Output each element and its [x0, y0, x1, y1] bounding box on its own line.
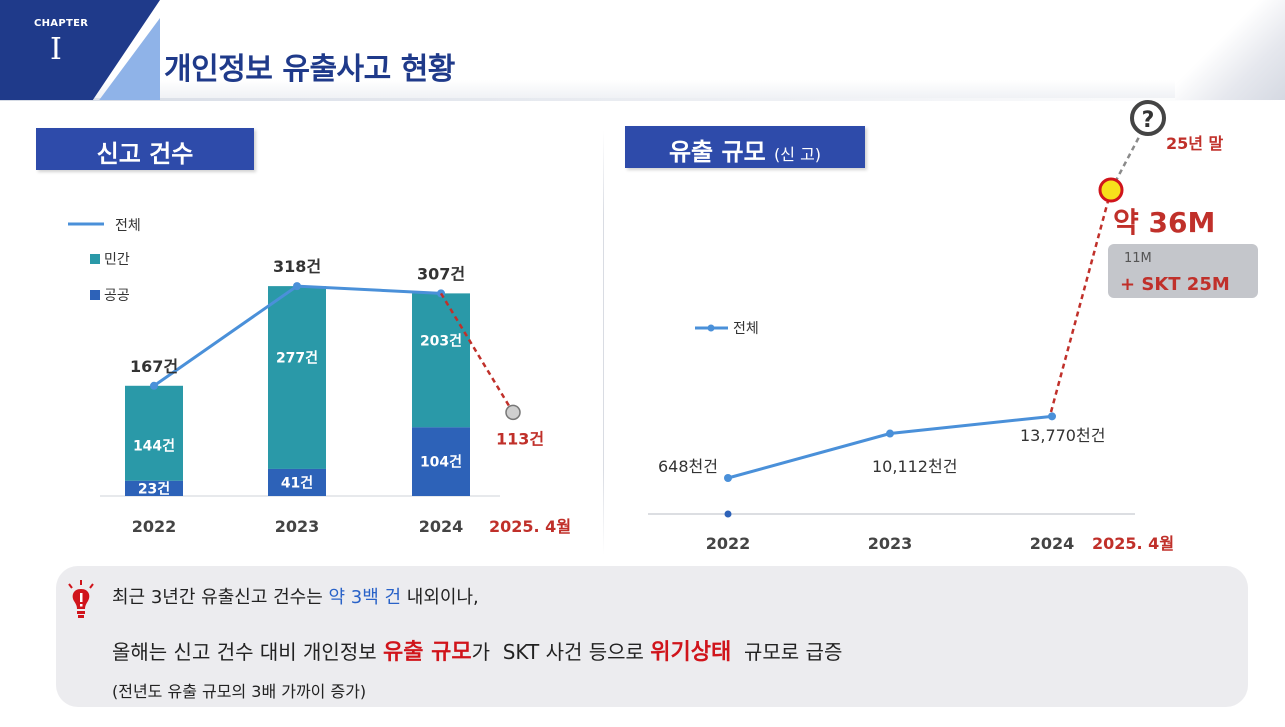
x-tick-2022: 2022 [132, 517, 177, 536]
callout-line-1-a: 최근 3년간 유출신고 건수는 [112, 587, 329, 608]
leak-point-2023 [886, 429, 894, 438]
legend-point-swatch-right [707, 324, 715, 332]
axis-origin-point [724, 510, 732, 518]
callout-highlight-count: 약 3백 건 [328, 587, 402, 608]
callout-line-1-c: 내외이나, [401, 587, 479, 608]
x-tick-2024: 2024 [419, 517, 464, 536]
callout-line-2-c: 가 SKT 사건 등으로 [471, 640, 651, 664]
bar-public-2022 [125, 480, 183, 496]
summary-callout [56, 566, 1248, 707]
x-tick-2023: 2023 [275, 517, 320, 536]
x-tick-2025: 2025. 4월 [489, 517, 571, 536]
left-section-label: 신고 건수 [36, 128, 254, 170]
bar-private-2022 [125, 385, 183, 481]
x-tick-right-2023: 2023 [868, 534, 913, 553]
projection-note-line2: + SKT 25M [1120, 274, 1230, 295]
chapter-tab [0, 0, 160, 100]
callout-highlight-crisis: 위기상태 [650, 640, 732, 665]
bar-label-private-2022: 144건 [133, 437, 175, 454]
bar-label-public-2024: 104건 [420, 454, 462, 471]
leak-projection-point [1098, 177, 1124, 203]
x-tick-right-2022: 2022 [706, 534, 751, 553]
callout-line-1: 최근 3년간 유출신고 건수는 약 3백 건 내외이나, [112, 583, 479, 609]
legend-label-private: 민간 [104, 252, 130, 268]
leak-label-2023: 10,112천건 [872, 457, 957, 476]
right-chart: 전체 648천건 10,112천건 13,770천건 ? 25년 말 약 36M… [648, 100, 1258, 553]
left-section-label-text: 신고 건수 [96, 140, 194, 168]
header-rule [0, 98, 1285, 101]
total-point-2023 [293, 282, 301, 291]
left-chart: 전체 민간 공공 144건 23건 277건 41건 203건 104건 167… [68, 218, 571, 536]
bar-private-2024 [412, 293, 470, 428]
total-point-2022 [150, 381, 158, 390]
bar-label-public-2023: 41건 [281, 474, 313, 491]
leak-projection-line [1049, 189, 1113, 413]
leak-point-2022 [724, 474, 732, 482]
bar-label-public-2022: 23건 [138, 480, 170, 497]
bar-public-2023 [268, 468, 326, 496]
total-label-2022: 167건 [130, 357, 178, 376]
legend-swatch-public [90, 290, 100, 300]
legend-label-public: 공공 [104, 288, 130, 304]
right-section-label-note: (신 고) [774, 145, 822, 164]
corner-decoration [1175, 0, 1285, 100]
total-label-2024: 307건 [417, 264, 465, 283]
callout-line-2-a: 올해는 신고 건수 대비 개인정보 [112, 640, 383, 664]
leak-point-2024 [1048, 412, 1056, 421]
callout-highlight-volume: 유출 규모 [383, 640, 472, 665]
callout-line-2: 올해는 신고 건수 대비 개인정보 유출 규모가 SKT 사건 등으로 위기상태… [112, 634, 842, 666]
legend-swatch-private [90, 254, 100, 264]
legend-label-total-right: 전체 [733, 321, 759, 337]
projection-label: 113건 [496, 429, 544, 448]
bar-public-2024 [412, 427, 470, 496]
leak-label-2022: 648천건 [658, 457, 718, 476]
year-end-label: 25년 말 [1166, 134, 1224, 153]
projection-note-box [1108, 244, 1258, 298]
lightbulb-icon [68, 580, 94, 618]
x-tick-right-2025: 2025. 4월 [1092, 534, 1174, 553]
question-icon [1130, 100, 1166, 136]
projection-note-line1: 11M [1124, 251, 1152, 266]
total-label-2023: 318건 [273, 257, 321, 276]
page-header: CHAPTER I 개인정보 유출사고 현황 [0, 0, 1285, 101]
leak-label-2024: 13,770천건 [1020, 426, 1105, 445]
panel-divider [603, 130, 604, 555]
legend-label-total: 전체 [115, 218, 141, 234]
projection-point [505, 404, 521, 421]
callout-line-2-e: 규모로 급증 [731, 640, 843, 664]
bar-private-2023 [268, 286, 326, 469]
right-section-label: 유출 규모 (신 고) [625, 126, 865, 168]
x-tick-right-2024: 2024 [1030, 534, 1075, 553]
chapter-number: I [50, 32, 62, 67]
header-band [0, 0, 1285, 100]
question-icon-glyph: ? [1142, 108, 1155, 133]
bar-label-private-2023: 277건 [276, 350, 318, 367]
right-section-label-text: 유출 규모 [668, 138, 766, 166]
callout-line-3: (전년도 유출 규모의 3배 가까이 증가) [112, 682, 367, 701]
bar-label-private-2024: 203건 [420, 332, 462, 349]
projection-value-label: 약 36M [1113, 206, 1215, 239]
chapter-label: CHAPTER [34, 18, 89, 29]
page-title: 개인정보 유출사고 현황 [164, 52, 455, 87]
